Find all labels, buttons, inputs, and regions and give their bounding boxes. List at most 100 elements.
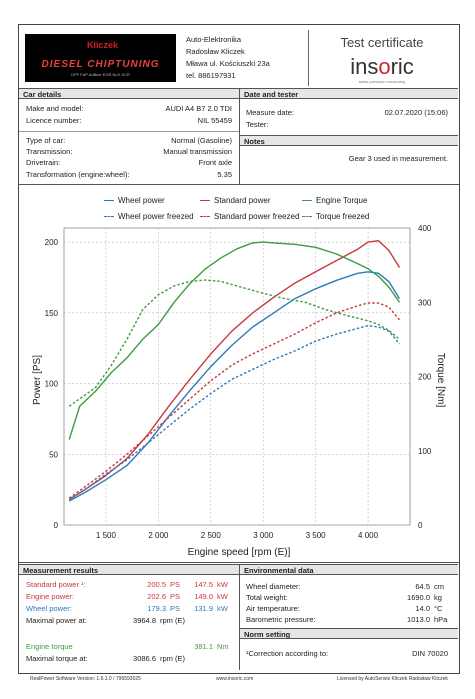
legend-label: Torque freezed bbox=[316, 212, 370, 221]
x-axis-label: Engine speed [rpm (E)] bbox=[188, 547, 291, 558]
wheel-diameter-unit: cm bbox=[434, 582, 444, 591]
transmission-value: Manual transmission bbox=[163, 147, 232, 156]
unit-ps: PS bbox=[170, 604, 181, 613]
divider bbox=[239, 88, 240, 184]
total-weight-value: 1690.0 bbox=[407, 593, 430, 602]
divider bbox=[19, 131, 239, 132]
licensed-by: Licensed by AutoSerwis Kliczek Radosław … bbox=[337, 676, 448, 682]
y-axis-label: Power [PS] bbox=[32, 355, 43, 405]
legend-label: Wheel power bbox=[118, 196, 165, 205]
x-tick-label: 1 500 bbox=[96, 531, 117, 540]
diesel-chiptuning-logo: Kliczek DIESEL CHIPTUNING DPF FAP AdBlue… bbox=[25, 34, 176, 82]
transformation-value: 5.35 bbox=[217, 170, 232, 179]
engine-torque-value: 381.1 bbox=[194, 642, 213, 651]
max-power-label: Maximal power at: bbox=[26, 616, 87, 625]
unit-ps: PS bbox=[170, 580, 181, 589]
y-tick-label: 200 bbox=[45, 238, 59, 247]
chart-ticks: 1 500 2 000 2 500 3 000 3 500 4 000 0 50 100 150 2… bbox=[45, 224, 432, 540]
standard-power-kw: 147.5 bbox=[194, 580, 213, 589]
legend-label: Engine Torque bbox=[316, 196, 368, 205]
x-tick-label: 2 000 bbox=[148, 531, 169, 540]
divider bbox=[239, 564, 240, 670]
wheel-power-kw: 131.9 bbox=[194, 604, 213, 613]
logo-brand: DIESEL CHIPTUNING bbox=[41, 59, 160, 70]
drivetrain-value: Front axle bbox=[198, 158, 232, 167]
measurement-header: Measurement results bbox=[19, 564, 239, 575]
unit-rpm: rpm (E) bbox=[160, 616, 185, 625]
series-line-torque-freezed bbox=[68, 279, 400, 407]
chart-grid bbox=[63, 227, 411, 526]
transmission-label: Transmission: bbox=[26, 147, 73, 156]
car-details-header: Car details bbox=[19, 88, 239, 99]
environment-header: Environmental data bbox=[240, 564, 458, 575]
x-tick-label: 3 000 bbox=[253, 531, 274, 540]
y-tick-label: 0 bbox=[54, 521, 59, 530]
insoric-logo-pre: ins bbox=[350, 54, 379, 79]
type-value: Normal (Gasoline) bbox=[171, 136, 232, 145]
y-tick-label: 150 bbox=[45, 309, 59, 318]
norm-header: Norm setting bbox=[240, 628, 458, 639]
legend-swatch bbox=[104, 216, 114, 218]
total-weight-unit: kg bbox=[434, 593, 442, 602]
tester-label: Tester: bbox=[246, 120, 269, 129]
x-tick-label: 4 000 bbox=[358, 531, 379, 540]
baro-value: 1013.0 bbox=[407, 615, 430, 624]
wheel-power-ps: 179.3 bbox=[147, 604, 166, 613]
standard-power-ps: 200.5 bbox=[147, 580, 166, 589]
correction-value: DIN 70020 bbox=[412, 649, 448, 658]
dyno-chart: 1 500 2 000 2 500 3 000 3 500 4 000 0 50 100 150 2… bbox=[32, 224, 446, 558]
y-tick-label: 100 bbox=[45, 380, 59, 389]
series-line-standard-power-freezed bbox=[68, 302, 401, 499]
series-line-wheel-power bbox=[68, 271, 401, 502]
wheel-diameter-value: 64.5 bbox=[415, 582, 430, 591]
unit-nm: Nm bbox=[217, 642, 229, 651]
divider bbox=[19, 184, 459, 185]
standard-power-label: Standard power ¹: bbox=[26, 580, 86, 589]
legend-swatch bbox=[200, 216, 210, 218]
company-name: Auto-Elektronika bbox=[186, 35, 242, 44]
unit-kw: kW bbox=[217, 580, 228, 589]
certificate-frame bbox=[18, 24, 460, 674]
legend-swatch bbox=[104, 200, 114, 202]
engine-power-kw: 149.0 bbox=[194, 592, 213, 601]
company-person: Radosław Kliczek bbox=[186, 47, 245, 56]
air-temp-label: Air temperature: bbox=[246, 604, 300, 613]
legend-swatch bbox=[302, 200, 312, 202]
unit-kw: kW bbox=[217, 592, 228, 601]
licence-value: NIL 55459 bbox=[197, 116, 232, 125]
x-tick-label: 2 500 bbox=[201, 531, 222, 540]
legend-swatch bbox=[200, 200, 210, 202]
air-temp-unit: °C bbox=[434, 604, 443, 613]
measure-date-label: Measure date: bbox=[246, 108, 294, 117]
series-line-wheel-power-freezed bbox=[68, 324, 401, 501]
notes-text: Gear 3 used in measurement. bbox=[348, 154, 448, 163]
y2-tick-label: 0 bbox=[418, 521, 423, 530]
legend-label: Standard power freezed bbox=[214, 212, 300, 221]
transformation-label: Transformation (engine:wheel): bbox=[26, 170, 130, 179]
air-temp-value: 14.0 bbox=[415, 604, 430, 613]
chart-series bbox=[68, 240, 401, 502]
wheel-power-label: Wheel power: bbox=[26, 604, 72, 613]
legend-wheel-power-freezed: Wheel power freezed bbox=[104, 212, 194, 221]
y2-axis-label: Torque [Nm] bbox=[435, 353, 446, 408]
y2-tick-label: 400 bbox=[418, 224, 432, 233]
engine-power-label: Engine power: bbox=[26, 592, 74, 601]
insoric-logo-o: o bbox=[378, 54, 391, 79]
series-line-standard-power bbox=[68, 240, 401, 501]
date-tester-header: Date and tester bbox=[240, 88, 458, 99]
insoric-tagline: swiss precision measuring bbox=[358, 79, 406, 84]
engine-torque-label: Engine torque bbox=[26, 642, 73, 651]
insoric-site: www.insoric.com bbox=[216, 676, 254, 682]
legend-engine-torque: Engine Torque bbox=[302, 196, 367, 205]
software-version: RealPower Software Version: 1.6.1.0 / 79… bbox=[30, 676, 141, 682]
drivetrain-label: Drivetrain: bbox=[26, 158, 61, 167]
licence-label: Licence number: bbox=[26, 116, 82, 125]
company-address: Auto-Elektronika Radosław Kliczek Mława … bbox=[186, 34, 270, 82]
y2-tick-label: 300 bbox=[418, 298, 432, 307]
engine-power-ps: 202.6 bbox=[147, 592, 166, 601]
notes-header: Notes bbox=[240, 135, 458, 146]
unit-rpm: rpm (E) bbox=[160, 654, 185, 663]
correction-label: ¹Correction according to: bbox=[246, 649, 329, 658]
y-tick-label: 50 bbox=[49, 450, 58, 459]
